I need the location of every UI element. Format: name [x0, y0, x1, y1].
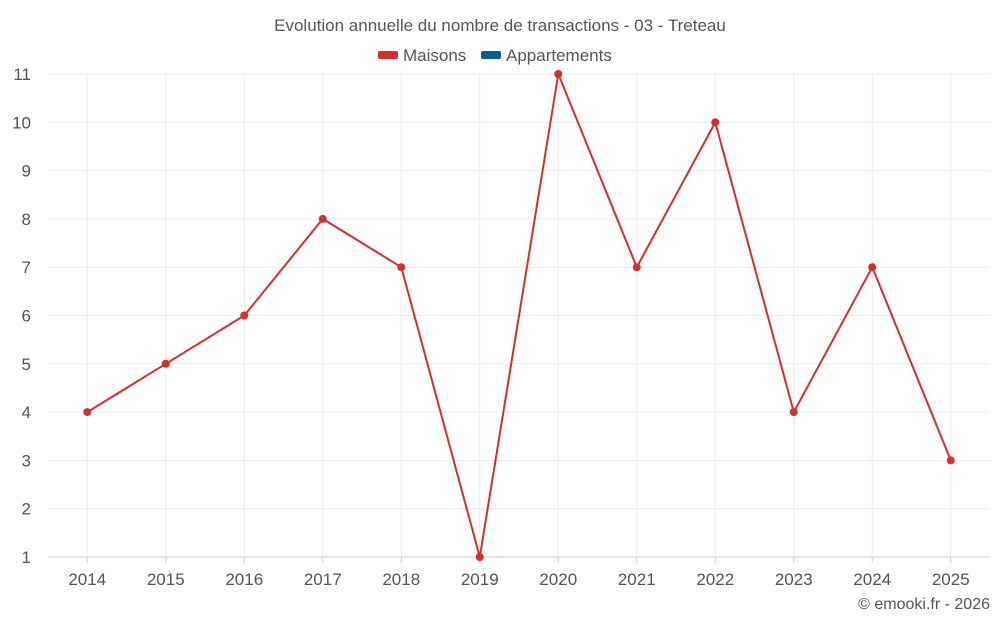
data-point[interactable] [632, 263, 641, 272]
legend-item-appartements[interactable]: Appartements [481, 46, 612, 65]
legend-label-maisons: Maisons [403, 46, 466, 65]
data-point[interactable] [946, 456, 955, 465]
legend-label-appartements: Appartements [506, 46, 612, 65]
x-tick-label: 2019 [461, 570, 499, 589]
y-tick-label: 1 [22, 548, 31, 567]
x-tick-label: 2024 [853, 570, 891, 589]
x-tick-label: 2021 [618, 570, 656, 589]
y-tick-label: 7 [22, 258, 31, 277]
x-tick-label: 2017 [304, 570, 342, 589]
data-point[interactable] [83, 408, 92, 417]
data-point[interactable] [475, 553, 484, 561]
chart-title: Evolution annuelle du nombre de transact… [274, 16, 726, 35]
y-tick-label: 10 [12, 113, 31, 132]
x-tick-label: 2015 [147, 570, 185, 589]
x-tick-label: 2022 [696, 570, 734, 589]
credit-text: © emooki.fr - 2026 [858, 596, 990, 613]
x-tick-label: 2025 [932, 570, 970, 589]
data-point[interactable] [397, 263, 406, 272]
y-tick-label: 9 [22, 162, 31, 181]
data-point[interactable] [868, 263, 877, 272]
legend-item-maisons[interactable]: Maisons [378, 46, 466, 65]
legend: Maisons Appartements [378, 46, 612, 65]
y-tick-label: 5 [22, 355, 31, 374]
data-point[interactable] [554, 70, 563, 78]
data-point[interactable] [318, 214, 327, 223]
y-tick-label: 3 [22, 451, 31, 470]
y-tick-label: 8 [22, 210, 31, 229]
x-tick-label: 2018 [382, 570, 420, 589]
legend-swatch-maisons [378, 51, 398, 59]
y-tick-label: 6 [22, 307, 31, 326]
x-tick-label: 2023 [775, 570, 813, 589]
legend-swatch-appartements [481, 51, 501, 59]
x-tick-label: 2016 [225, 570, 263, 589]
data-point[interactable] [240, 311, 249, 320]
series-maisons [83, 70, 955, 561]
data-point[interactable] [789, 408, 798, 417]
x-tick-label: 2020 [539, 570, 577, 589]
y-tick-label: 4 [22, 403, 31, 422]
x-tick-label: 2014 [68, 570, 106, 589]
y-tick-label: 2 [22, 500, 31, 519]
series-line [86, 73, 952, 558]
y-tick-label: 11 [13, 65, 31, 84]
axes: 1 2 3 4 5 6 7 8 9 10 11 2014 2015 2016 2017 2018 2019 202… [12, 65, 970, 589]
data-point[interactable] [161, 359, 170, 368]
data-point[interactable] [711, 118, 720, 127]
